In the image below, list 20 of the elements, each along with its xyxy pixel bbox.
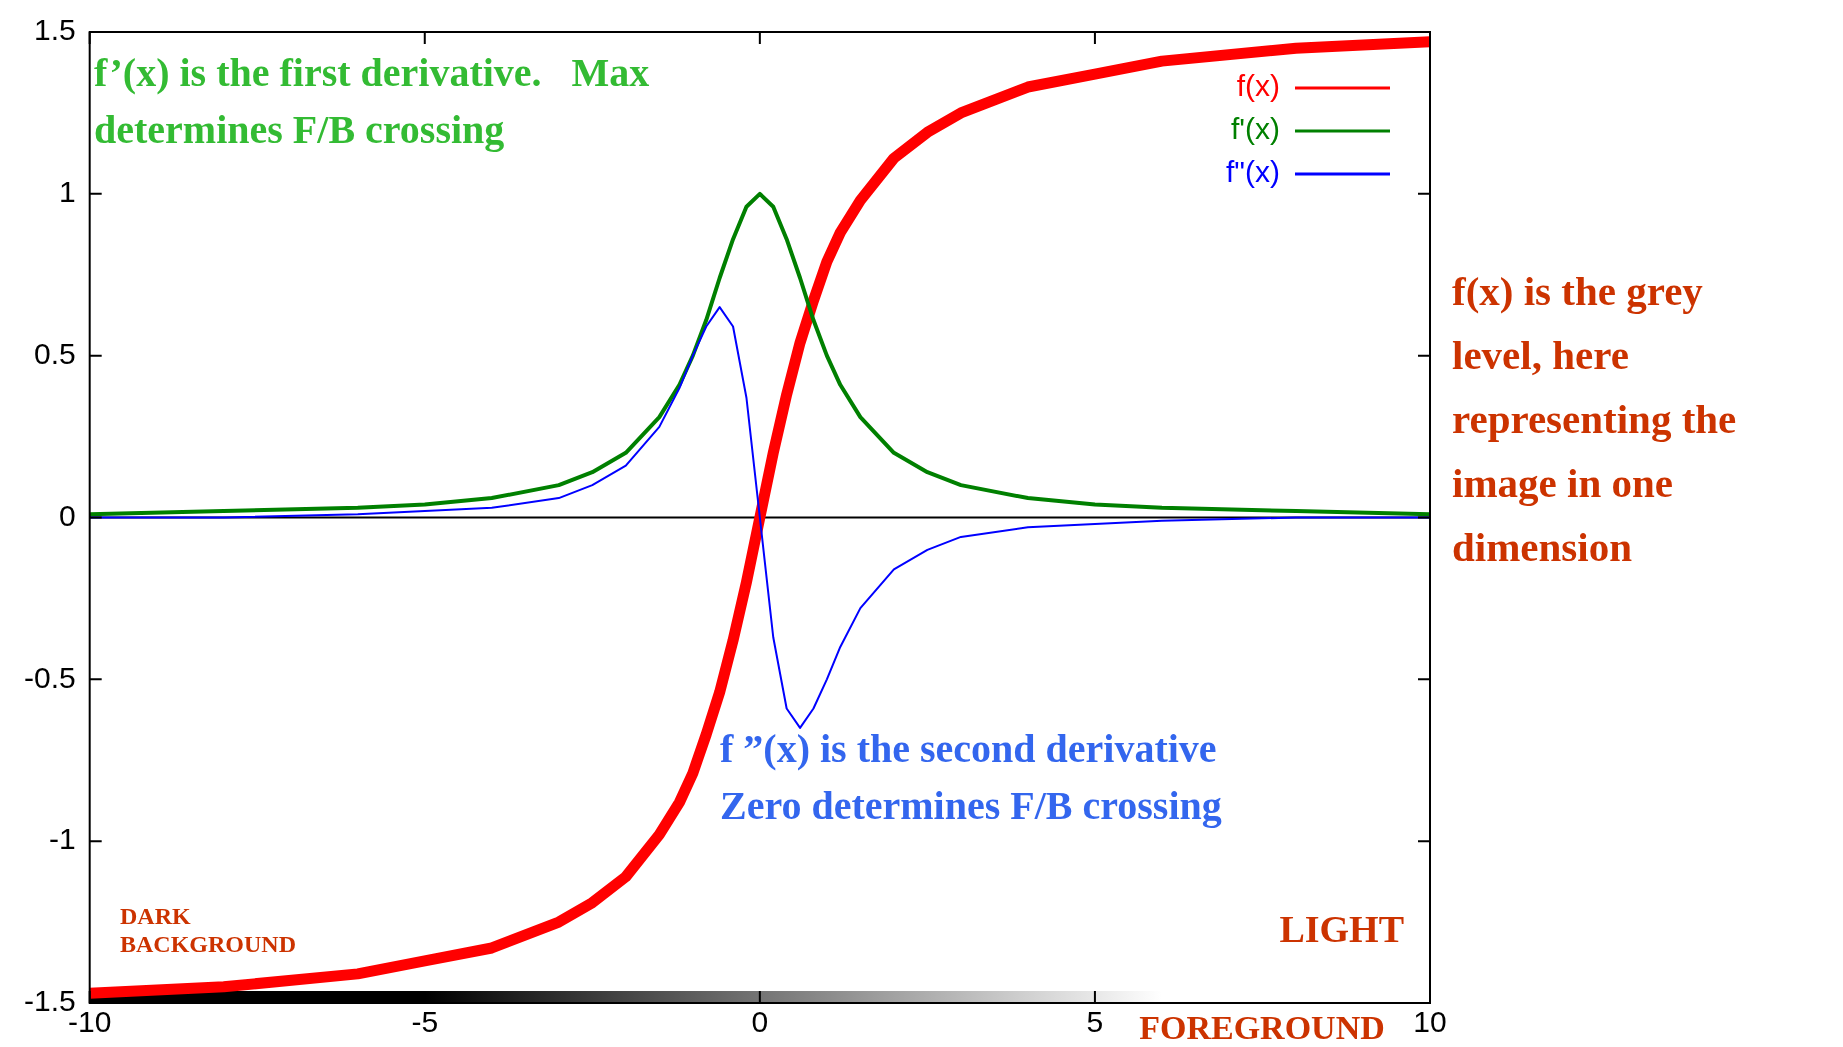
legend-label: f"(x) [1226, 155, 1280, 189]
y-tick-label: -1 [49, 822, 76, 856]
annotation: BACKGROUND [120, 931, 297, 958]
text: f(x) is the grey level, here representing the image in one dimension [1452, 267, 1737, 570]
annotation: f’(x) is the first derivative. Max determines F/B crossing [94, 50, 650, 153]
legend-label: f(x) [1236, 69, 1280, 103]
annotation: LIGHT [1279, 907, 1404, 950]
annotation: f ”(x) is the second derivative Zero determines F/B crossing [720, 726, 1222, 829]
annotation: DARK [120, 903, 191, 930]
y-tick-label: 0 [59, 498, 76, 532]
y-tick-label: -0.5 [23, 660, 76, 694]
x-tick-label: 0 [751, 1005, 769, 1039]
y-tick-label: 0.5 [33, 336, 76, 370]
x-tick-label: 10 [1413, 1005, 1447, 1039]
text: FOREGROUND [1139, 1008, 1385, 1046]
x-tick-label: -5 [411, 1005, 439, 1039]
y-tick-label: 1 [59, 175, 76, 209]
x-tick-label: 5 [1086, 1005, 1104, 1039]
legend-label: f'(x) [1230, 112, 1280, 146]
y-tick-label: 1.5 [33, 13, 76, 47]
